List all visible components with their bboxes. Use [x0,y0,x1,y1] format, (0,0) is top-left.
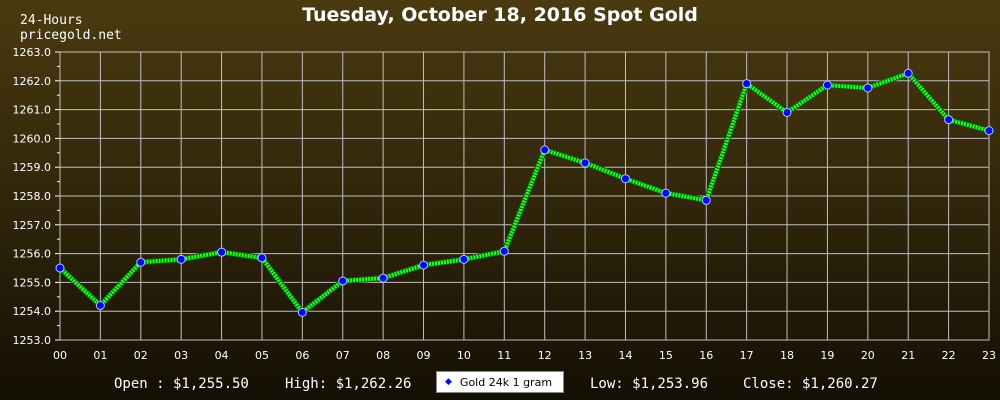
data-point [903,68,913,78]
x-tick-label: 05 [255,349,269,362]
data-point [297,307,307,317]
data-point [661,188,671,198]
data-point [95,300,105,310]
data-point [459,254,469,264]
x-tick-label: 22 [942,349,956,362]
x-tick-label: 02 [134,349,148,362]
y-tick-label: 1259.0 [13,161,52,174]
x-tick-label: 18 [780,349,794,362]
data-point [419,260,429,270]
data-point [499,246,509,256]
chart-subtitle-site: pricegold.net [20,28,122,43]
x-tick-label: 21 [901,349,915,362]
data-point [984,126,994,136]
series-gold [55,68,994,317]
x-tick-label: 14 [618,349,632,362]
data-point [822,80,832,90]
x-tick-label: 06 [295,349,309,362]
y-tick-label: 1262.0 [13,75,52,88]
stat-open: Open : $1,255.50 [114,376,249,392]
x-tick-label: 10 [457,349,471,362]
x-tick-label: 08 [376,349,390,362]
chart-grid [55,51,990,341]
y-tick-label: 1254.0 [13,305,52,318]
legend-marker-icon: ◆ [445,377,452,387]
data-point [338,276,348,286]
data-point [701,195,711,205]
x-tick-label: 04 [215,349,229,362]
y-tick-label: 1260.0 [13,132,52,145]
x-tick-label: 11 [497,349,511,362]
y-axis-ticks: 1253.0 1254.0 1255.0 1256.0 1257.0 1258.0 1259… [13,46,52,347]
x-tick-label: 19 [820,349,834,362]
series-line [58,71,990,315]
y-tick-label: 1255.0 [13,276,52,289]
data-point [620,174,630,184]
y-tick-label: 1253.0 [13,334,52,347]
x-tick-label: 13 [578,349,592,362]
y-tick-label: 1257.0 [13,219,52,232]
data-point [176,254,186,264]
y-tick-label: 1263.0 [13,46,52,59]
data-point [944,115,954,125]
x-tick-label: 07 [336,349,350,362]
chart-subtitle-hours: 24-Hours [20,13,83,28]
x-tick-label: 23 [982,349,996,362]
data-point [257,253,267,263]
stat-close: Close: $1,260.27 [743,376,878,392]
data-point [55,263,65,273]
y-tick-label: 1256.0 [13,248,52,261]
x-tick-label: 17 [740,349,754,362]
x-axis-ticks: 00 01 02 03 04 05 06 07 08 09 10 11 12 13 14 15 16 17 18 19… [53,349,996,362]
legend-label: Gold 24k 1 gram [459,375,553,389]
data-point [378,273,388,283]
chart-legend: ◆ Gold 24k 1 gram [436,371,564,393]
x-tick-label: 15 [659,349,673,362]
x-tick-label: 00 [53,349,67,362]
x-tick-label: 01 [93,349,107,362]
chart-title: Tuesday, October 18, 2016 Spot Gold [302,4,698,26]
data-point [580,158,590,168]
x-tick-label: 12 [538,349,552,362]
y-tick-label: 1261.0 [13,104,52,117]
data-point [782,107,792,117]
data-point [217,247,227,257]
x-tick-label: 09 [417,349,431,362]
data-point [863,83,873,93]
x-tick-label: 03 [174,349,188,362]
data-point [136,257,146,267]
data-point [742,79,752,89]
stat-low: Low: $1,253.96 [590,376,709,392]
data-point [540,145,550,155]
y-tick-label: 1258.0 [13,190,52,203]
x-tick-label: 16 [699,349,713,362]
x-tick-label: 20 [861,349,875,362]
stat-high: High: $1,262.26 [285,376,412,392]
